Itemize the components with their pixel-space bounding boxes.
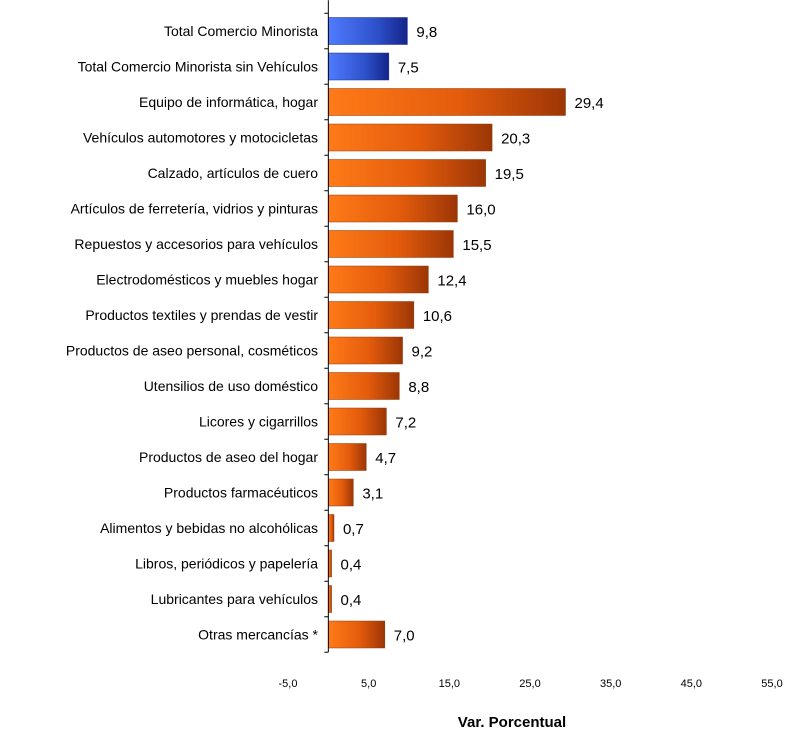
data-label: 0,4: [341, 557, 362, 574]
x-tick-label: -5,0: [279, 678, 298, 690]
category-label: Licores y cigarrillos: [199, 414, 318, 430]
category-label: Electrodomésticos y muebles hogar: [96, 272, 318, 288]
bar: [328, 88, 566, 116]
data-label: 3,1: [362, 486, 383, 503]
data-label: 0,4: [341, 592, 362, 609]
category-label: Productos de aseo del hogar: [139, 449, 318, 465]
bar: [328, 230, 454, 258]
x-tick-label: 35,0: [600, 678, 621, 690]
data-label: 7,5: [398, 60, 419, 77]
bar: [328, 514, 335, 542]
data-label: 4,7: [375, 450, 396, 467]
category-label: Total Comercio Minorista sin Vehículos: [78, 59, 318, 75]
value-labels: 9,8 7,5 29,4 20,3 19,5 16,0 15,5 12,4 10,6 9,2 8,8…: [341, 24, 604, 645]
category-label: Calzado, artículos de cuero: [148, 165, 319, 181]
data-label: 20,3: [501, 131, 530, 148]
data-label: 7,0: [394, 628, 415, 645]
data-label: 16,0: [466, 202, 495, 219]
data-label: 15,5: [462, 237, 491, 254]
bar: [328, 620, 386, 649]
category-label: Productos textiles y prendas de vestir: [85, 307, 318, 323]
data-label: 9,8: [416, 24, 437, 41]
category-label: Libros, periódicos y papelería: [135, 556, 318, 572]
category-label: Artículos de ferretería, vidrios y pintu…: [71, 201, 318, 217]
bar: [328, 194, 458, 223]
bar: [328, 159, 486, 187]
x-tick-labels: -5,0 5,0 15,0 25,0 35,0 45,0 55,0: [279, 678, 783, 690]
x-tick-label: 55,0: [761, 678, 782, 690]
category-labels: Total Comercio Minorista Total Comercio M…: [66, 23, 319, 643]
bar: [328, 478, 354, 507]
bar: [328, 52, 390, 81]
category-label: Otras mercancías *: [198, 627, 318, 643]
category-axis-ticks: [324, 12, 329, 653]
data-label: 10,6: [423, 308, 452, 325]
x-tick-label: 25,0: [519, 678, 540, 690]
category-label: Vehículos automotores y motocicletas: [83, 130, 318, 146]
bar: [328, 301, 415, 329]
category-label: Utensilios de uso doméstico: [144, 378, 319, 394]
bars: [328, 17, 566, 649]
bar: [328, 123, 493, 152]
data-label: 9,2: [412, 344, 433, 361]
category-label: Lubricantes para vehículos: [151, 591, 318, 607]
data-label: 8,8: [408, 379, 429, 396]
data-label: 12,4: [437, 273, 466, 290]
data-label: 19,5: [495, 166, 524, 183]
category-label: Productos de aseo personal, cosméticos: [66, 343, 318, 359]
category-label: Productos farmacéuticos: [164, 485, 318, 501]
bar: [328, 17, 408, 45]
x-tick-label: 5,0: [361, 678, 376, 690]
category-label: Equipo de informática, hogar: [139, 94, 318, 110]
bar: [328, 407, 387, 436]
x-tick-label: 45,0: [681, 678, 702, 690]
bar: [328, 372, 400, 400]
data-label: 29,4: [574, 95, 603, 112]
x-tick-label: 15,0: [439, 678, 460, 690]
bar: [328, 336, 403, 365]
bar: [328, 265, 429, 294]
bar: [328, 443, 367, 471]
data-label: 7,2: [395, 415, 416, 432]
category-label: Total Comercio Minorista: [164, 23, 318, 39]
category-label: Alimentos y bebidas no alcohólicas: [100, 520, 318, 536]
data-label: 0,7: [343, 521, 364, 538]
x-axis-title: Var. Porcentual: [458, 714, 566, 731]
category-label: Repuestos y accesorios para vehículos: [74, 236, 318, 252]
